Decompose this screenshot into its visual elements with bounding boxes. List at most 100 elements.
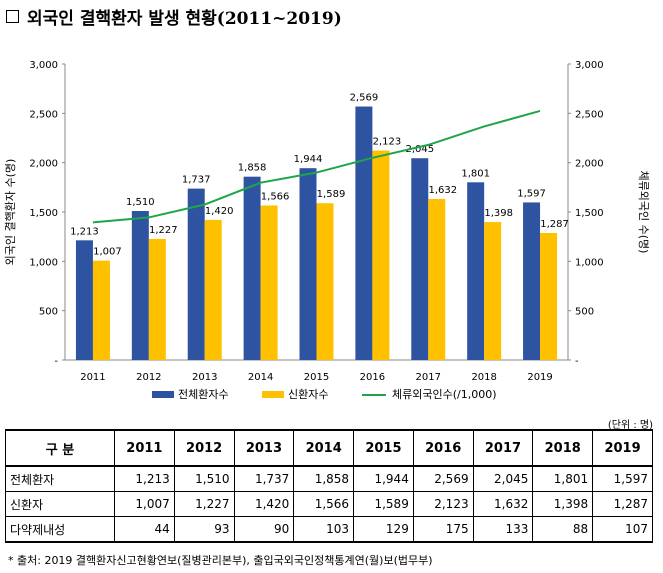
y-tick-label-right: 1,000 (575, 257, 604, 268)
table-cell: 2,569 (412, 465, 474, 492)
y-tick-label-right: 3,000 (575, 60, 604, 71)
bar-new (484, 222, 502, 360)
x-tick-label: 2015 (304, 372, 329, 383)
bar-new-label: 1,227 (149, 225, 178, 236)
bar-total-label: 2,569 (350, 93, 379, 104)
bar-total-label: 1,858 (238, 163, 267, 174)
source-note: * 출처: 2019 결핵환자신고현황연보(질병관리본부), 출입국외국인정책통… (8, 554, 433, 567)
bar-total-label: 1,801 (461, 168, 490, 179)
chart: - - 500 500 1,000 1,000 1,500 1,500 2,000 2,000 2,… (4, 60, 650, 401)
y-tick-label-right: 500 (575, 307, 594, 318)
table-header-year: 2017 (472, 429, 534, 467)
table-cell: 1,858 (293, 465, 355, 492)
table-cell: 175 (412, 516, 474, 543)
legend-swatch-new (262, 391, 284, 398)
table-cell: 2,045 (472, 465, 534, 492)
bar-total-label: 1,597 (517, 188, 546, 199)
table-header-year: 2014 (293, 429, 355, 467)
bar-total (75, 240, 93, 360)
bar-new (204, 219, 222, 360)
bar-total (131, 211, 149, 360)
table-row-label: 전체환자 (5, 465, 115, 492)
y-tick-label-left: 2,000 (29, 159, 58, 170)
bar-new-label: 1,589 (317, 189, 346, 200)
y-tick-label-left: 500 (39, 307, 58, 318)
bar-new (260, 205, 278, 360)
table-cell: 1,007 (114, 491, 175, 517)
table-header-year: 2018 (532, 429, 594, 467)
table-cell: 1,510 (173, 465, 235, 492)
table-cell: 1,213 (114, 465, 175, 492)
table-cell: 1,287 (592, 491, 653, 517)
table-cell: 1,944 (353, 465, 414, 492)
legend-swatch-total (152, 391, 174, 398)
table-row-label: 다약제내성 (5, 516, 115, 543)
bar-total (299, 168, 317, 360)
table-header-year: 2013 (233, 429, 295, 467)
table-cell: 1,566 (293, 491, 355, 517)
y-tick-label-left: 1,000 (29, 257, 58, 268)
bar-new-label: 1,287 (540, 219, 569, 230)
bar-new-label: 2,123 (373, 137, 402, 148)
table-row: 다약제내성 44 93 90 103 129 175 133 88 107 (5, 516, 653, 543)
bar-new-label: 1,632 (428, 185, 457, 196)
table-cell: 133 (472, 516, 534, 543)
bar-total (355, 106, 373, 360)
y-axis-title-right: 체류외국인 수(명) (637, 171, 650, 254)
bar-new-label: 1,007 (93, 247, 122, 258)
table-cell: 1,227 (173, 491, 235, 517)
legend-label-new: 신환자수 (288, 388, 328, 401)
y-tick-label-left: 2,500 (29, 109, 58, 120)
bar-total-label: 1,737 (182, 175, 211, 186)
table-cell: 1,589 (353, 491, 414, 517)
x-tick-label: 2012 (136, 372, 161, 383)
y-tick-label-right: 2,500 (575, 109, 604, 120)
table-header-year: 2019 (592, 429, 653, 467)
bar-new (316, 203, 334, 360)
x-tick-label: 2011 (80, 372, 105, 383)
table-cell: 93 (173, 516, 235, 543)
x-tick-label: 2014 (248, 372, 273, 383)
bar-new (540, 233, 558, 360)
bar-total-label: 1,944 (294, 154, 323, 165)
bar-new (92, 260, 110, 360)
data-table: 구 분 2011 2012 2013 2014 2015 2016 2017 2… (5, 429, 653, 543)
y-tick-label-left: 1,500 (29, 208, 58, 219)
y-tick-label-right: 1,500 (575, 208, 604, 219)
table-row: 전체환자 1,213 1,510 1,737 1,858 1,944 2,569 2,045 1… (5, 465, 653, 492)
table-cell: 1,420 (233, 491, 295, 517)
table-cell: 1,597 (592, 465, 653, 492)
table-cell: 2,123 (412, 491, 474, 517)
y-tick-label-left: - (54, 356, 58, 367)
x-tick-label: 2018 (471, 372, 496, 383)
bar-new (148, 238, 166, 360)
page-title: 외국인 결핵환자 발생 현황(2011~2019) (6, 4, 342, 29)
bar-new-label: 1,566 (261, 191, 290, 202)
table-cell: 44 (114, 516, 175, 543)
table-header-year: 2015 (353, 429, 414, 467)
table-row-label: 신환자 (5, 491, 115, 517)
bar-new-label: 1,398 (484, 208, 513, 219)
x-tick-label: 2013 (192, 372, 217, 383)
y-tick-label-right: 2,000 (575, 159, 604, 170)
x-tick-label: 2016 (360, 372, 385, 383)
bar-total-label: 1,213 (70, 226, 99, 237)
bar-total (243, 176, 261, 360)
bar-total-label: 1,510 (126, 197, 155, 208)
table-cell: 88 (532, 516, 594, 543)
table-cell: 129 (353, 516, 414, 543)
unit-label: (단위 : 명) (607, 420, 653, 431)
x-tick-label: 2017 (416, 372, 441, 383)
table-cell: 1,632 (472, 491, 534, 517)
table-cell: 1,737 (233, 465, 295, 492)
checkbox-square-icon (6, 10, 19, 23)
legend-label-total: 전체환자수 (178, 388, 229, 401)
bar-total (187, 188, 205, 360)
table-cell: 1,398 (532, 491, 594, 517)
table-header-year: 2012 (173, 429, 235, 467)
title-text: 외국인 결핵환자 발생 현황(2011~2019) (27, 9, 342, 29)
bar-new (372, 150, 390, 360)
table-header-label: 구 분 (5, 429, 115, 467)
table-cell: 103 (293, 516, 355, 543)
x-tick-label: 2019 (527, 372, 552, 383)
